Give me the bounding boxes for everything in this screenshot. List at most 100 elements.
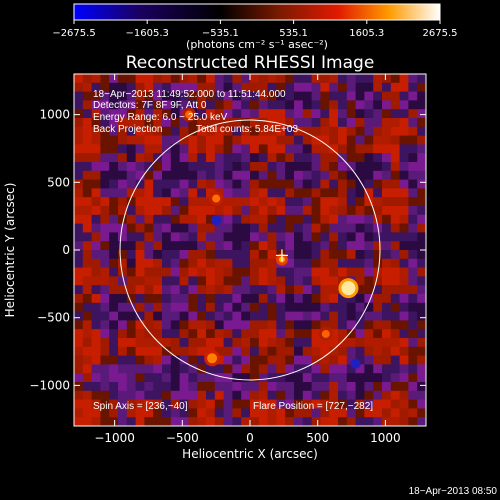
pixel-cell	[355, 320, 365, 330]
pixel-cell	[170, 179, 181, 189]
pixel-cell	[390, 302, 401, 313]
pixel-cell	[74, 285, 84, 295]
pixel-cell	[100, 302, 110, 313]
pixel-cell	[179, 135, 189, 145]
pixel-cell	[276, 135, 286, 145]
pixel-cell	[390, 364, 401, 374]
pixel-cell	[126, 109, 137, 119]
pixel-cell	[197, 232, 207, 242]
pixel-cell	[126, 91, 137, 101]
pixel-cell	[91, 294, 101, 304]
pixel-cell	[408, 302, 418, 313]
pixel-cell	[329, 258, 339, 269]
pixel-cell	[162, 241, 172, 251]
pixel-cell	[135, 258, 145, 269]
pixel-cell	[206, 126, 216, 137]
x-tick-label: 500	[306, 431, 329, 445]
pixel-cell	[302, 188, 313, 198]
pixel-cell	[232, 329, 242, 339]
pixel-cell	[153, 408, 163, 418]
pixel-cell	[206, 135, 216, 145]
pixel-cell	[162, 267, 172, 277]
pixel-cell	[170, 241, 181, 251]
pixel-cell	[162, 153, 172, 163]
pixel-cell	[408, 346, 418, 357]
pixel-cell	[338, 74, 348, 84]
pixel-cell	[355, 170, 365, 181]
pixel-cell	[364, 355, 374, 365]
pixel-cell	[109, 276, 119, 286]
pixel-cell	[346, 373, 357, 383]
pixel-cell	[109, 100, 119, 110]
method-text: Back Projection	[93, 124, 162, 135]
pixel-cell	[329, 118, 339, 128]
pixel-cell	[144, 320, 154, 330]
pixel-cell	[74, 162, 84, 172]
pixel-cell	[74, 364, 84, 374]
pixel-cell	[153, 276, 163, 286]
pixel-cell	[285, 302, 295, 313]
pixel-cell	[109, 302, 119, 313]
pixel-cell	[285, 258, 295, 269]
pixel-cell	[109, 232, 119, 242]
pixel-cell	[382, 320, 392, 330]
pixel-cell	[214, 100, 225, 110]
pixel-cell	[82, 285, 93, 295]
pixel-cell	[311, 338, 321, 348]
pixel-cell	[399, 241, 409, 251]
pixel-cell	[74, 382, 84, 392]
pixel-cell	[91, 250, 101, 260]
pixel-cell	[285, 320, 295, 330]
pixel-cell	[100, 250, 110, 260]
pixel-cell	[250, 382, 260, 392]
pixel-cell	[100, 232, 110, 242]
pixel-cell	[250, 206, 260, 216]
pixel-cell	[162, 276, 172, 286]
pixel-cell	[276, 267, 286, 277]
pixel-cell	[364, 241, 374, 251]
pixel-cell	[382, 355, 392, 365]
pixel-cell	[100, 223, 110, 233]
pixel-cell	[302, 250, 313, 260]
pixel-cell	[126, 276, 137, 286]
pixel-cell	[408, 179, 418, 189]
pixel-cell	[364, 311, 374, 321]
pixel-cell	[82, 170, 93, 181]
pixel-cell	[390, 338, 401, 348]
pixel-cell	[197, 346, 207, 357]
pixel-cell	[100, 346, 110, 357]
pixel-cell	[223, 74, 233, 84]
pixel-cell	[329, 390, 339, 401]
pixel-cell	[311, 355, 321, 365]
pixel-cell	[320, 206, 330, 216]
pixel-cell	[170, 144, 181, 154]
pixel-cell	[373, 135, 383, 145]
pixel-cell	[82, 188, 93, 198]
pixel-cell	[311, 276, 321, 286]
pixel-cell	[285, 382, 295, 392]
pixel-cell	[82, 338, 93, 348]
pixel-cell	[311, 408, 321, 418]
pixel-cell	[162, 214, 172, 225]
pixel-cell	[285, 223, 295, 233]
pixel-cell	[241, 267, 251, 277]
pixel-cell	[373, 294, 383, 304]
pixel-cell	[241, 346, 251, 357]
pixel-cell	[144, 267, 154, 277]
pixel-cell	[373, 364, 383, 374]
pixel-cell	[170, 232, 181, 242]
pixel-cell	[109, 364, 119, 374]
pixel-cell	[197, 206, 207, 216]
pixel-cell	[170, 126, 181, 137]
pixel-cell	[285, 294, 295, 304]
pixel-cell	[170, 214, 181, 225]
pixel-cell	[399, 91, 409, 101]
pixel-cell	[100, 153, 110, 163]
pixel-cell	[232, 399, 242, 409]
pixel-cell	[126, 179, 137, 189]
pixel-cell	[206, 170, 216, 181]
pixel-cell	[355, 206, 365, 216]
pixel-cell	[82, 408, 93, 418]
pixel-cell	[188, 214, 198, 225]
pixel-cell	[294, 417, 304, 426]
